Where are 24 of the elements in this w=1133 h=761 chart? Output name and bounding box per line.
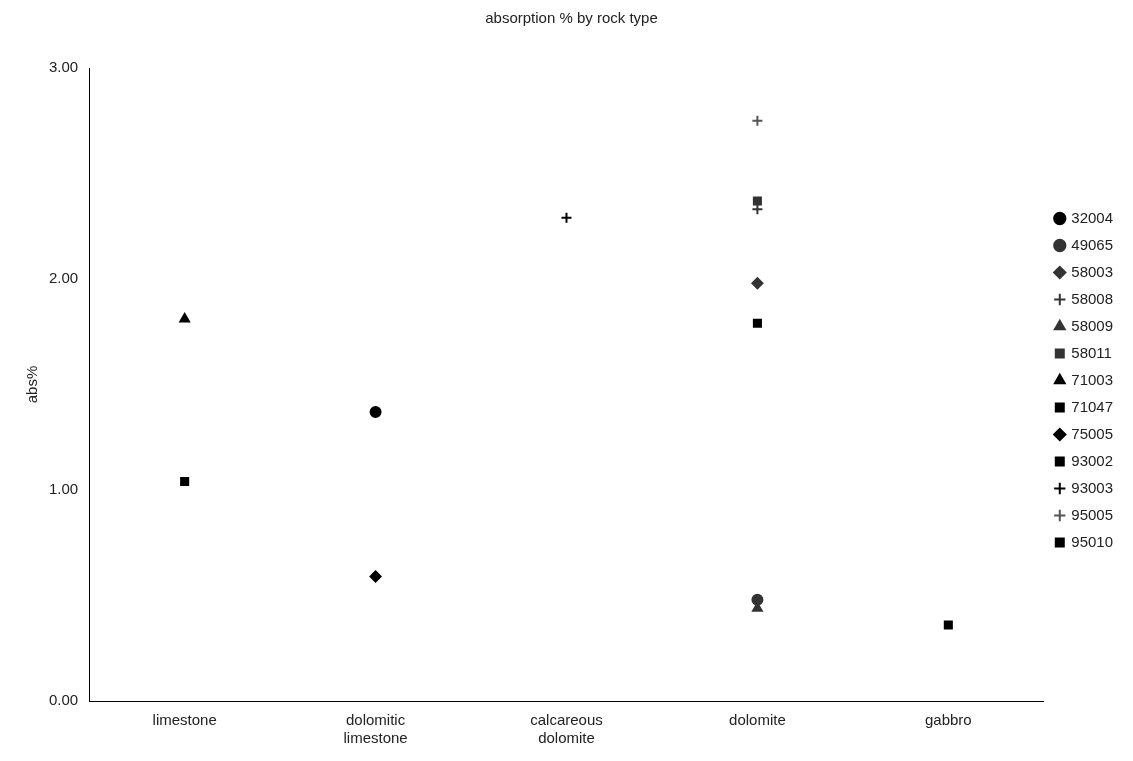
legend-label: 75005 [1071, 424, 1114, 442]
legend-label: 93003 [1071, 478, 1114, 496]
x-tick-label: limestone [152, 711, 217, 729]
chart-title: absorption % by rock type [485, 9, 658, 27]
x-tick-label: dolomite [729, 711, 786, 729]
legend-label: 49065 [1071, 235, 1114, 253]
legend-label: 58003 [1071, 262, 1114, 280]
legend-label: 71003 [1071, 370, 1114, 388]
y-tick-label: 1.00 [48, 480, 79, 498]
legend-label: 32004 [1071, 208, 1114, 226]
legend-label: 58009 [1071, 316, 1114, 334]
x-tick-label: calcareous dolomite [530, 711, 603, 747]
legend-label: 71047 [1071, 397, 1114, 415]
legend-label: 93002 [1071, 451, 1114, 469]
legend-label: 95010 [1071, 532, 1114, 550]
legend-label: 95005 [1071, 505, 1114, 523]
y-tick-label: 3.00 [48, 58, 79, 76]
x-tick-label: gabbro [924, 711, 972, 729]
y-tick-label: 2.00 [48, 269, 79, 287]
y-tick-label: 0.00 [48, 691, 79, 709]
legend-label: 58011 [1071, 343, 1112, 361]
y-axis-title: abs% [23, 365, 41, 404]
legend-label: 58008 [1071, 289, 1114, 307]
x-tick-label: dolomitic limestone [343, 711, 408, 747]
